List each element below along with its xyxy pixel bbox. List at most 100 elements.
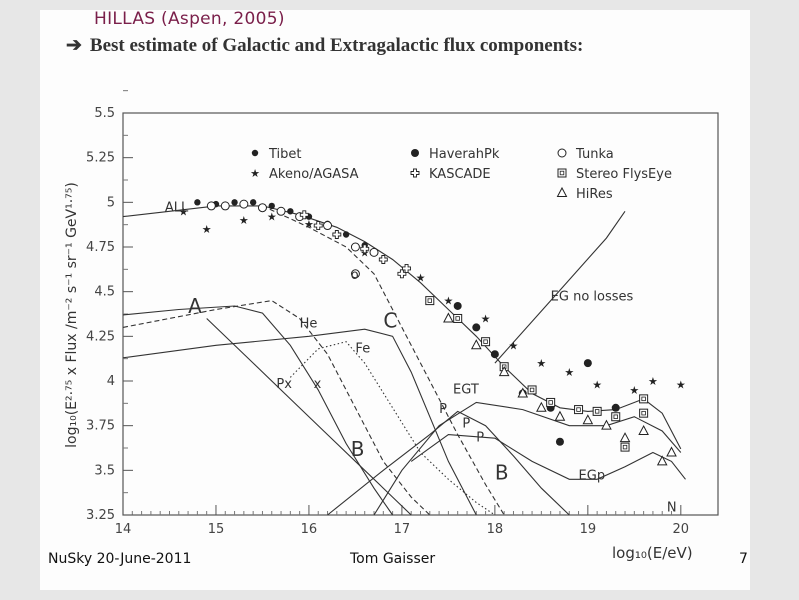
svg-text:★: ★ <box>239 214 249 227</box>
point-stereo-flyseye <box>574 405 584 415</box>
point-tunka <box>239 199 249 209</box>
curve-fe <box>122 328 477 516</box>
point-akeno-agasa: ★ <box>443 295 453 308</box>
curve-eg-no-losses <box>494 210 626 364</box>
y-tick-label: 5.25 <box>86 151 115 166</box>
point-tibet <box>342 231 350 238</box>
svg-text:★: ★ <box>267 211 277 224</box>
point-stereo-flyseye <box>592 406 602 416</box>
x-tick-label: 20 <box>673 522 690 537</box>
svg-text:★: ★ <box>250 167 260 180</box>
point-hires <box>582 414 594 425</box>
point-haverahpk <box>472 323 481 332</box>
x-tick-label: 16 <box>301 522 318 537</box>
point-akeno-agasa: ★ <box>536 357 546 370</box>
point-kascade <box>397 269 407 279</box>
point-tunka <box>276 206 286 216</box>
annotation-label: P <box>476 431 484 446</box>
svg-text:★: ★ <box>304 218 314 231</box>
y-tick-label: 5 <box>107 195 115 210</box>
y-tick-label: 3.75 <box>86 419 115 434</box>
point-stereo-flyseye <box>639 394 649 404</box>
annotation-label: P <box>462 416 470 431</box>
point-tunka <box>220 201 230 211</box>
annotation-label: EGp <box>579 468 606 483</box>
legend-label: Tibet <box>268 147 302 162</box>
svg-text:★: ★ <box>592 379 602 392</box>
legend-marker <box>557 168 567 178</box>
legend-marker <box>556 186 568 197</box>
footer-left: NuSky 20-June-2011 <box>48 551 192 567</box>
legend-marker: ★ <box>250 167 260 180</box>
svg-text:★: ★ <box>509 339 519 352</box>
point-kascade <box>402 263 412 273</box>
page-number: 7 <box>739 551 748 567</box>
slide-header: HILLAS (Aspen, 2005) <box>94 9 285 29</box>
svg-text:★: ★ <box>648 375 658 388</box>
slide-subtitle: ➔ Best estimate of Galactic and Extragala… <box>66 34 583 57</box>
svg-text:★: ★ <box>536 357 546 370</box>
legend-marker <box>410 168 420 178</box>
svg-text:★: ★ <box>676 379 686 392</box>
point-tibet <box>287 208 294 215</box>
svg-text:★: ★ <box>443 295 453 308</box>
annotation-label: P <box>439 402 447 417</box>
model-curves <box>122 205 686 516</box>
point-akeno-agasa: ★ <box>304 218 314 231</box>
annotation-label: ALL <box>165 200 189 215</box>
point-stereo-flyseye <box>453 313 463 323</box>
x-tick-label: 14 <box>115 522 132 537</box>
annotation-label: x <box>314 377 322 392</box>
legend-label: HiRes <box>576 187 613 202</box>
x-tick-label: 19 <box>580 522 597 537</box>
svg-text:★: ★ <box>629 384 639 397</box>
point-tunka <box>350 242 360 252</box>
point-stereo-flyseye <box>481 337 491 347</box>
svg-text:★: ★ <box>202 223 212 236</box>
legend-label: Tunka <box>575 147 614 162</box>
y-tick-label: 4.75 <box>86 240 115 255</box>
point-akeno-agasa: ★ <box>676 379 686 392</box>
point-akeno-agasa: ★ <box>178 205 188 218</box>
x-tick-label: 18 <box>487 522 504 537</box>
point-stereo-flyseye <box>527 385 537 395</box>
legend-label: KASCADE <box>429 167 491 182</box>
curve-b <box>327 410 570 516</box>
point-stereo-flyseye <box>639 408 649 418</box>
annotation-label: o <box>351 268 359 283</box>
y-tick-label: 4 <box>107 374 115 389</box>
point-haverahpk <box>583 359 592 368</box>
annotation-label: B <box>351 437 365 461</box>
point-akeno-agasa: ★ <box>564 366 574 379</box>
point-hires <box>601 419 612 430</box>
point-akeno-agasa: ★ <box>481 312 491 325</box>
curve-px <box>289 341 496 516</box>
point-akeno-agasa: ★ <box>509 339 519 352</box>
curve-c <box>262 205 505 516</box>
y-tick-label: 3.5 <box>94 463 115 478</box>
footer-center: Tom Gaisser <box>350 551 436 567</box>
x-tick-label: 17 <box>394 522 411 537</box>
legend: Tibet HaverahPk Tunka ★ Akeno/AGASA KASCADE St… <box>250 147 672 202</box>
curve-he <box>122 300 431 516</box>
point-hires <box>498 365 510 377</box>
point-tunka <box>206 201 216 211</box>
svg-text:★: ★ <box>481 312 491 325</box>
point-stereo-flyseye <box>620 442 630 452</box>
point-tibet <box>194 199 201 206</box>
legend-label: Akeno/AGASA <box>269 167 359 182</box>
annotation-label: He <box>300 316 318 331</box>
point-akeno-agasa: ★ <box>416 271 426 284</box>
point-akeno-agasa: ★ <box>648 375 658 388</box>
legend-label: Stereo FlysEye <box>576 167 672 182</box>
legend-marker <box>411 149 419 157</box>
svg-text:★: ★ <box>564 366 574 379</box>
point-akeno-agasa: ★ <box>592 379 602 392</box>
point-stereo-flyseye <box>611 412 621 422</box>
point-hires <box>619 432 631 443</box>
curve-a <box>122 305 394 516</box>
point-haverahpk <box>555 437 564 446</box>
point-stereo-flyseye <box>425 296 435 306</box>
